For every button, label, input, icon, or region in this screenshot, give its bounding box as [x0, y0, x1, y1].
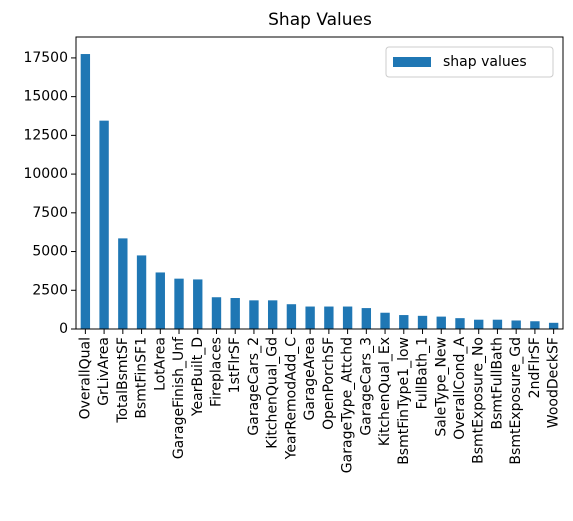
x-tick-label: OverallCond_A	[452, 337, 468, 440]
bar	[361, 308, 372, 329]
x-tick-label: KitchenQual_Gd	[265, 337, 281, 449]
x-tick-label: YearRemodAdd_C	[283, 337, 299, 461]
legend-swatch	[393, 57, 431, 67]
bar	[249, 300, 259, 329]
x-tick-label: TotalBsmtSF	[115, 337, 131, 424]
x-tick-label: BsmtExposure_No	[471, 337, 487, 464]
x-tick-label: 2ndFlrSF	[527, 337, 543, 398]
bar	[118, 238, 128, 329]
x-tick-label: GarageArea	[302, 337, 318, 420]
x-tick-label: BsmtFinSF1	[134, 337, 150, 419]
x-tick-label: GarageFinish_Unf	[171, 336, 187, 459]
y-tick-label: 15000	[23, 89, 68, 105]
bar	[474, 319, 484, 329]
bar	[511, 320, 521, 329]
legend-label: shap values	[443, 54, 527, 70]
x-tick-label: BsmtExposure_Gd	[508, 337, 524, 465]
bar	[436, 316, 446, 329]
x-tick-label: BsmtFinType1_low	[396, 337, 412, 465]
x-tick-label: 1stFlrSF	[227, 337, 243, 393]
bar	[342, 306, 353, 329]
x-tick-label: KitchenQual_Ex	[377, 337, 393, 446]
y-tick-label: 12500	[23, 127, 68, 143]
bar	[267, 300, 278, 329]
bar	[530, 321, 540, 329]
bar	[99, 120, 109, 329]
x-tick-label: GarageType_Attchd	[340, 337, 356, 473]
bar	[399, 315, 409, 329]
legend-box	[385, 46, 554, 78]
bar	[136, 255, 147, 329]
bar	[380, 312, 390, 329]
x-tick-label: GarageCars_2	[246, 337, 262, 436]
bar	[193, 279, 203, 329]
bar	[455, 318, 465, 329]
y-tick-label: 10000	[23, 166, 68, 182]
bar	[80, 54, 91, 329]
y-tick-label: 7500	[32, 205, 68, 221]
x-tick-label: OpenPorchSF	[321, 337, 337, 430]
bar	[492, 319, 503, 329]
x-tick-label: WoodDeckSF	[546, 337, 562, 428]
x-tick-label: BsmtFullBath	[489, 337, 505, 430]
bar	[324, 306, 334, 329]
y-tick-label: 0	[59, 321, 68, 337]
x-tick-label: OverallQual	[77, 337, 93, 419]
x-tick-label: GrLivArea	[96, 337, 112, 406]
bar	[174, 278, 184, 329]
x-tick-label: Fireplaces	[208, 337, 224, 407]
x-tick-label: SaleType_New	[433, 337, 449, 437]
x-tick-label: GarageCars_3	[358, 337, 374, 436]
bar	[305, 306, 315, 329]
bar	[286, 304, 297, 329]
x-tick-label: YearBuilt_D	[190, 337, 206, 417]
y-tick-label: 5000	[32, 244, 68, 260]
chart-title: Shap Values	[268, 10, 372, 30]
bar	[155, 272, 165, 329]
bar	[230, 298, 240, 329]
y-tick-label: 2500	[32, 282, 68, 298]
bar	[211, 297, 222, 329]
x-tick-label: LotArea	[152, 337, 168, 391]
bar	[417, 315, 428, 329]
plot-frame	[75, 36, 564, 330]
x-tick-label: FullBath_1	[415, 337, 431, 409]
y-tick-label: 17500	[23, 50, 68, 66]
bar	[548, 322, 559, 329]
